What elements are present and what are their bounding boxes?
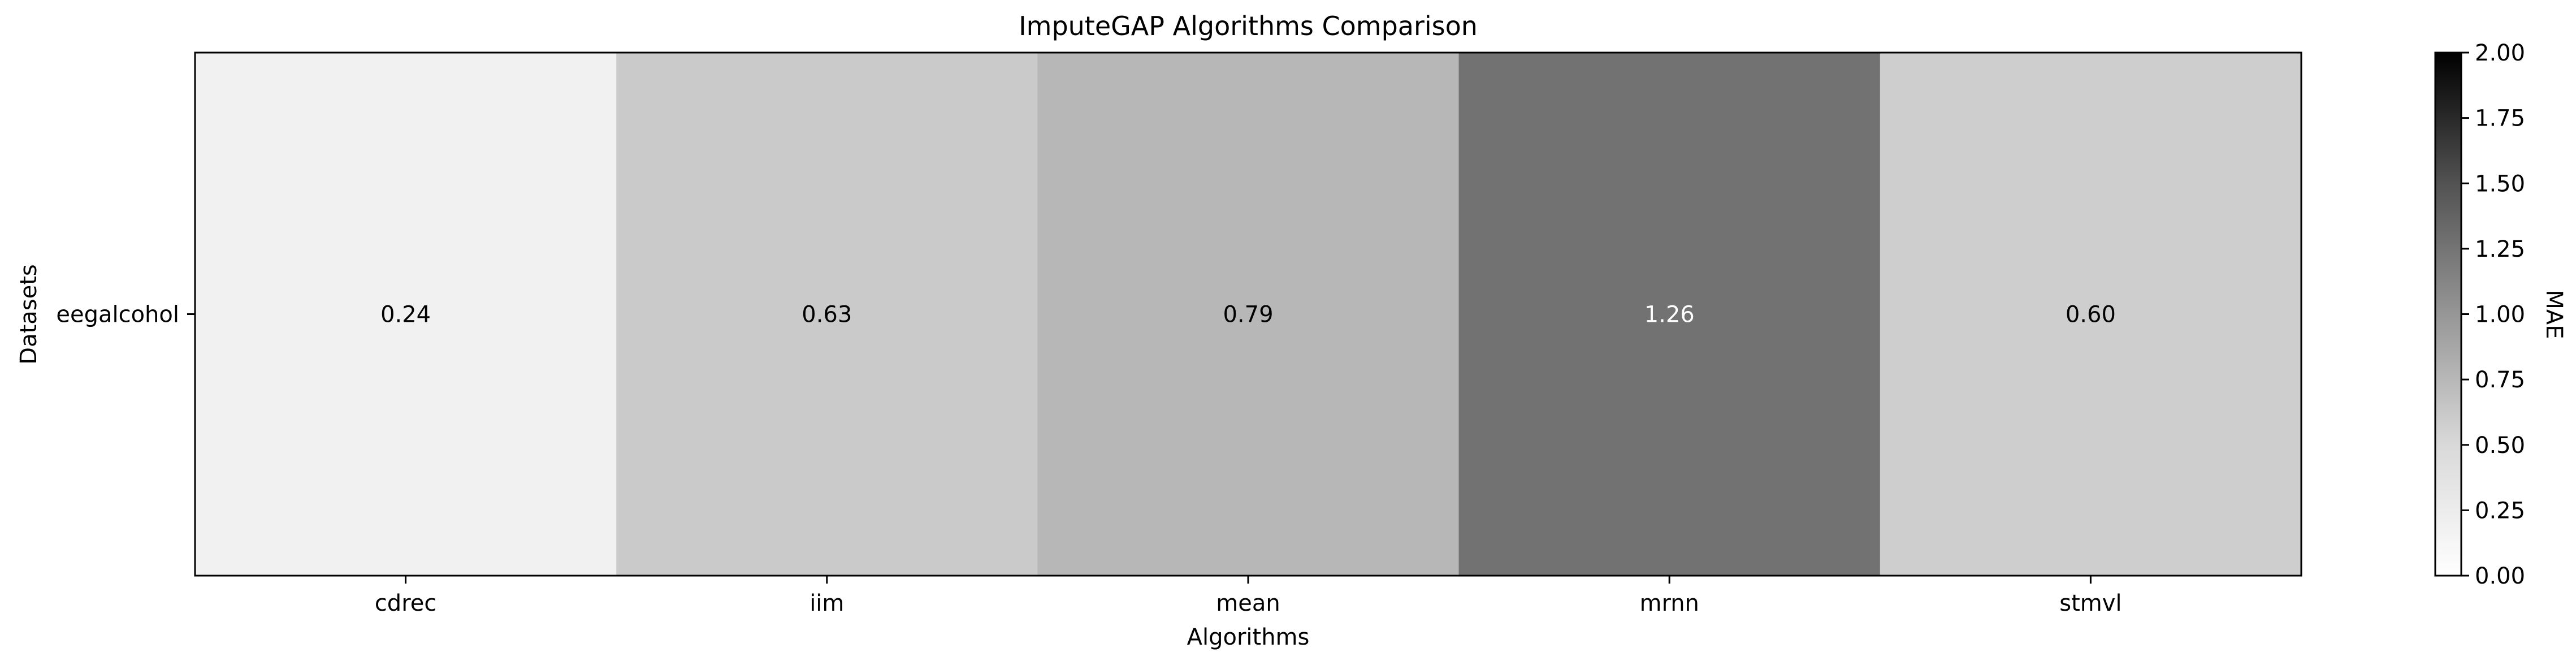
cell-value-label: 0.60	[2066, 302, 2116, 328]
colorbar-tick-label: 1.75	[2475, 106, 2525, 132]
y-axis-ticks: eegalcohol	[56, 302, 195, 328]
colorbar-tick-label: 1.25	[2475, 236, 2525, 262]
chart-title: ImputeGAP Algorithms Comparison	[1019, 11, 1478, 41]
heatmap-cell-eegalcohol-mrnn	[1458, 53, 1881, 576]
colorbar	[2434, 51, 2462, 577]
x-tick-label: stmvl	[2059, 590, 2122, 616]
colorbar-tick-label: 0.25	[2475, 498, 2525, 524]
colorbar-tick-label: 0.50	[2475, 433, 2525, 459]
cell-value-label: 0.79	[1223, 302, 1273, 328]
cell-value-label: 0.24	[380, 302, 431, 328]
colorbar-tick-label: 2.00	[2475, 40, 2525, 66]
x-tick-label: mean	[1216, 590, 1280, 616]
x-axis-ticks: cdrec iim mean mrnn stmvl	[375, 576, 2122, 616]
heatmap-cells	[195, 53, 2302, 576]
y-tick-label: eegalcohol	[56, 302, 179, 328]
colorbar-tick-label: 0.00	[2475, 563, 2525, 589]
x-tick-label: iim	[809, 590, 844, 616]
heatmap-cell-eegalcohol-cdrec	[195, 53, 617, 576]
colorbar-label: MAE	[2541, 290, 2567, 339]
cell-value-label: 0.63	[802, 302, 852, 328]
heatmap-cell-eegalcohol-iim	[616, 53, 1038, 576]
heatmap-cell-eegalcohol-mean	[1037, 53, 1460, 576]
heatmap-cell-eegalcohol-stmvl	[1880, 53, 2302, 576]
y-axis-label: Datasets	[16, 264, 42, 364]
colorbar-tick-label: 1.50	[2475, 171, 2525, 197]
colorbar-tick-label: 1.00	[2475, 302, 2525, 328]
x-tick-label: cdrec	[375, 590, 437, 616]
x-axis-label: Algorithms	[1187, 624, 1310, 650]
x-tick-label: mrnn	[1639, 590, 1699, 616]
cell-value-label: 1.26	[1644, 302, 1695, 328]
colorbar-tick-label: 0.75	[2475, 367, 2525, 393]
colorbar-ticks: 0.00 0.25 0.50 0.75 1.00 1.25 1.50 1.75 2.00	[2461, 40, 2525, 589]
heatmap-cell-labels: 0.24 0.63 0.79 1.26 0.60	[380, 302, 2116, 328]
